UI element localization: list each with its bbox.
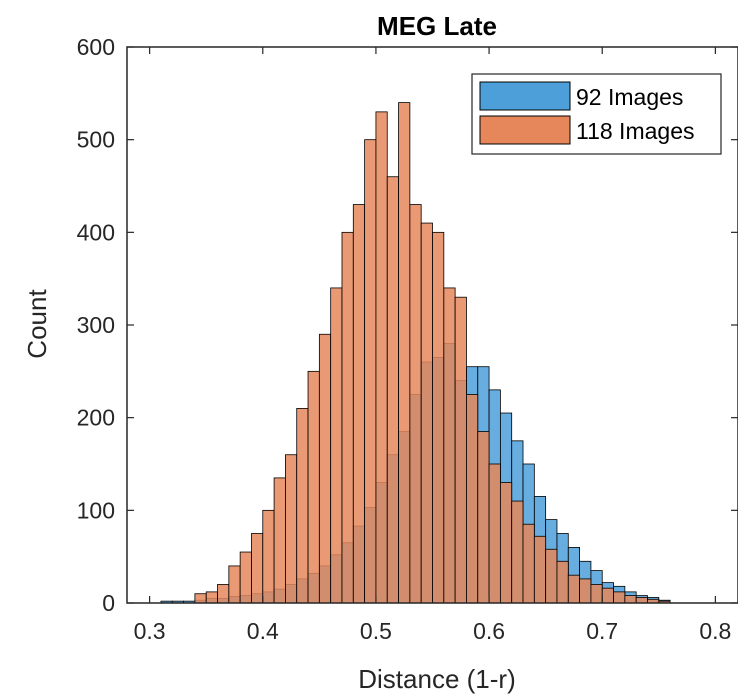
bar-series-1-bin-25	[443, 287, 456, 604]
bar-series-1-bin-17	[352, 204, 366, 604]
y-tick-label-0: 0	[102, 590, 115, 616]
bar-series-1-bin-9	[262, 509, 275, 604]
bar-series-1-bin-31	[511, 500, 524, 604]
legend-label-92-images: 92 Images	[576, 84, 683, 110]
y-tick-label-6: 600	[77, 34, 115, 60]
bar-series-1-bin-20	[386, 176, 399, 604]
bar-series-1-bin-42	[635, 597, 648, 604]
bar-series-1-bin-22	[409, 204, 422, 604]
bar-series-1-bin-12	[296, 407, 309, 604]
bar-series-1-bin-37	[579, 578, 592, 604]
bar-series-1-bin-7	[239, 551, 252, 604]
bar-series-1-bin-16	[341, 231, 354, 604]
chart-title: MEG Late	[377, 11, 497, 41]
x-tick-label-4: 0.7	[586, 618, 618, 644]
y-tick-label-3: 300	[77, 312, 115, 338]
bar-series-1-bin-23	[420, 222, 433, 604]
bar-series-1-bin-36	[567, 574, 580, 604]
x-tick-label-1: 0.4	[247, 618, 279, 644]
bar-series-1-bin-24	[432, 231, 445, 604]
bar-series-1-bin-19	[375, 111, 388, 604]
bar-series-1-bin-14	[318, 333, 332, 604]
legend-swatch-92-images	[479, 81, 571, 111]
bar-series-1-bin-8	[251, 533, 264, 604]
bar-series-1-bin-15	[330, 287, 343, 604]
bar-series-1-bin-28	[477, 431, 490, 604]
bar-series-1-bin-27	[466, 394, 479, 604]
legend-swatch-118-images	[479, 115, 571, 145]
y-tick-label-4: 400	[77, 219, 115, 245]
ticks-layer: 0.3 0.4 0.5 0.6 0.7 0.8 0 100 200 300 400 500 600	[77, 34, 738, 644]
bar-series-1-bin-11	[285, 454, 298, 604]
bar-series-1-bin-34	[545, 548, 558, 604]
bar-series-1-bin-21	[398, 102, 411, 604]
x-tick-label-2: 0.5	[360, 618, 392, 644]
x-tick-label-0: 0.3	[134, 618, 166, 644]
x-axis-label: Distance (1-r)	[358, 664, 515, 694]
y-tick-label-2: 200	[77, 405, 115, 431]
bar-series-1-bin-3	[194, 593, 207, 604]
bar-series-1-bin-6	[228, 565, 241, 604]
bar-series-1-bin-40	[613, 591, 626, 604]
bar-series-1-bin-10	[273, 477, 286, 604]
bar-series-1-bin-38	[590, 584, 603, 604]
legend: 92 Images 118 Images	[471, 73, 722, 155]
bar-series-1-bin-4	[205, 591, 218, 604]
bar-series-1-bin-18	[364, 139, 377, 604]
y-tick-label-5: 500	[77, 127, 115, 153]
bar-series-1-bin-26	[454, 296, 467, 604]
bar-series-1-bin-13	[307, 370, 320, 604]
bar-series-1-bin-30	[499, 482, 513, 604]
bar-series-1-bin-33	[533, 535, 547, 604]
bar-series-1-bin-39	[601, 587, 614, 604]
y-tick-label-1: 100	[77, 497, 115, 523]
bar-series-1-bin-35	[556, 560, 569, 604]
bar-series-1-bin-5	[217, 584, 230, 604]
y-axis-label: Count	[22, 289, 52, 359]
bar-series-1-bin-41	[624, 595, 637, 604]
bar-series-1-bin-29	[488, 463, 501, 604]
legend-label-118-images: 118 Images	[576, 118, 694, 144]
x-tick-label-5: 0.8	[699, 618, 731, 644]
bar-series-1-bin-32	[522, 523, 535, 604]
x-tick-label-3: 0.6	[473, 618, 505, 644]
